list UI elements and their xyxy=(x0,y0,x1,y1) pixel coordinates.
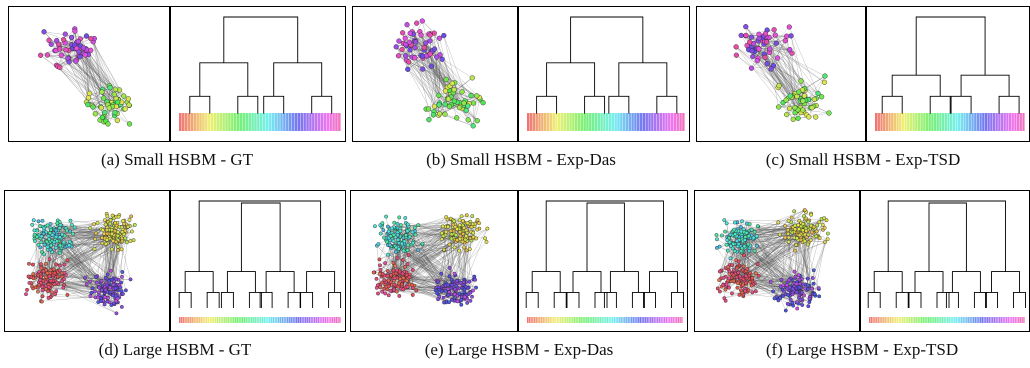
dendrogram-leaves xyxy=(179,113,341,131)
dendrogram-links xyxy=(536,16,678,114)
dendrogram-links xyxy=(867,200,1026,308)
caption-f: (f) Large HSBM - Exp-TSD xyxy=(765,340,959,359)
dendrogram-plot-c xyxy=(866,6,1030,142)
graph-nodes xyxy=(371,213,490,307)
dendrogram-links xyxy=(525,200,684,308)
graph-edges xyxy=(40,28,130,125)
caption-b: (b) Small HSBM - Exp-Das xyxy=(426,150,616,169)
dendrogram-plot-d xyxy=(170,190,346,332)
dendrogram-leaves xyxy=(179,317,341,323)
dendrogram-leaves xyxy=(527,113,685,131)
dendrogram-leaves xyxy=(869,317,1025,323)
dendrogram-leaves xyxy=(527,317,683,323)
dendrogram-links xyxy=(189,16,333,114)
caption-d: (d) Large HSBM - GT xyxy=(98,340,252,359)
dendrogram-plot-f xyxy=(860,190,1030,332)
graph-plot-e xyxy=(350,190,518,332)
dendrogram-links xyxy=(178,200,342,308)
dendrogram-links xyxy=(881,16,1020,114)
dendrogram-plot-e xyxy=(518,190,688,332)
dendrogram-leaves xyxy=(875,113,1025,131)
dendrogram-plot-a xyxy=(170,6,346,142)
caption-c: (c) Small HSBM - Exp-TSD xyxy=(765,150,961,169)
graph-nodes xyxy=(714,208,830,313)
caption-e: (e) Large HSBM - Exp-Das xyxy=(424,340,614,359)
graph-nodes xyxy=(733,24,832,122)
graph-nodes xyxy=(24,211,137,316)
graph-plot-a xyxy=(8,6,170,142)
caption-a: (a) Small HSBM - GT xyxy=(100,150,254,169)
graph-nodes xyxy=(37,26,133,127)
dendrogram-plot-b xyxy=(518,6,690,142)
graph-plot-b xyxy=(352,6,518,142)
graph-plot-f xyxy=(694,190,860,332)
graph-plot-d xyxy=(4,190,170,332)
graph-plot-c xyxy=(696,6,866,142)
graph-nodes xyxy=(393,18,486,129)
